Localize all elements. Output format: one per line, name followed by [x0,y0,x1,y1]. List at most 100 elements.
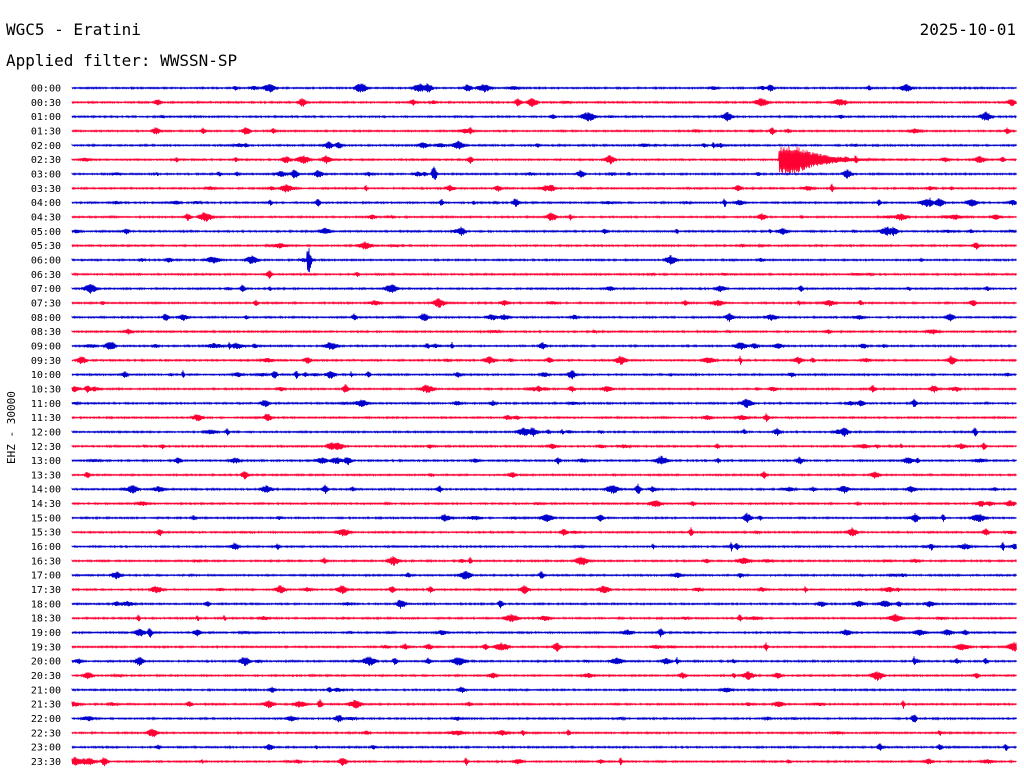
seismic-trace [71,355,1017,365]
time-tick-label: 22:30 [31,728,61,739]
seismic-trace [71,140,1017,150]
seismic-trace [71,370,1017,380]
seismic-trace [71,226,1017,237]
seismic-trace [71,455,1017,466]
seismic-trace [71,328,1017,335]
time-tick-label: 05:00 [31,227,61,238]
seismic-trace [71,512,1017,523]
seismic-trace [71,714,1017,723]
time-tick-label: 11:30 [31,413,61,424]
seismic-trace [71,613,1017,623]
seismic-trace [71,248,1017,273]
time-tick-label: 09:00 [31,341,61,352]
time-tick-label: 13:30 [31,470,61,481]
seismic-trace [71,599,1017,609]
time-tick-label: 02:00 [31,141,61,152]
time-tick-label: 09:30 [31,356,61,367]
time-tick-label: 08:30 [31,327,61,338]
time-tick-label: 19:30 [31,642,61,653]
seismic-trace [71,427,1017,437]
seismic-trace [71,270,1017,279]
time-tick-label: 00:00 [31,84,61,95]
seismic-trace [71,471,1017,480]
seismic-trace [71,699,1017,709]
time-tick-label: 03:00 [31,169,61,180]
station-title: WGC5 - Eratini [6,20,141,39]
time-tick-label: 16:00 [31,542,61,553]
time-tick-label: 15:00 [31,513,61,524]
time-tick-label: 23:30 [31,757,61,768]
time-tick-label: 11:00 [31,399,61,410]
seismic-trace [71,284,1017,294]
seismic-trace [71,641,1017,652]
time-tick-label: 15:30 [31,528,61,539]
time-tick-label: 21:00 [31,685,61,696]
seismic-trace [71,97,1017,107]
time-tick-label: 14:00 [31,485,61,496]
time-tick-label: 08:00 [31,313,61,324]
seismic-trace [71,728,1017,737]
seismic-trace [71,384,1017,394]
time-tick-label: 05:30 [31,241,61,252]
seismic-trace [71,111,1017,122]
time-tick-label: 14:30 [31,499,61,510]
seismic-trace [71,442,1017,451]
time-tick-label: 18:30 [31,614,61,625]
time-tick-label: 12:30 [31,442,61,453]
seismic-trace [71,166,1017,180]
seismic-trace [71,671,1017,681]
time-tick-label: 04:00 [31,198,61,209]
time-tick-label: 19:00 [31,628,61,639]
time-tick-label: 17:00 [31,571,61,582]
seismic-trace [71,197,1017,208]
time-tick-label: 21:30 [31,700,61,711]
seismic-trace [71,483,1017,495]
seismic-trace [71,398,1017,408]
time-tick-label: 06:00 [31,255,61,266]
filter-label: Applied filter: WWSSN-SP [6,51,238,70]
seismic-trace [71,83,1017,93]
seismic-trace [71,743,1017,752]
seismic-trace [71,686,1017,694]
seismic-trace [71,499,1017,507]
seismic-trace [71,756,1017,767]
seismic-trace [71,628,1017,638]
seismic-trace [71,541,1017,552]
time-tick-label: 12:00 [31,427,61,438]
seismic-trace [71,183,1017,193]
time-tick-label: 10:00 [31,370,61,381]
seismic-trace [71,555,1017,566]
seismic-trace [71,413,1017,423]
time-tick-label: 20:30 [31,671,61,682]
seismic-trace [71,212,1017,222]
time-tick-label: 17:30 [31,585,61,596]
time-tick-label: 04:30 [31,212,61,223]
time-tick-label: 16:30 [31,556,61,567]
time-tick-label: 06:30 [31,270,61,281]
time-tick-label: 10:30 [31,384,61,395]
seismic-trace [71,146,1017,174]
time-tick-label: 03:30 [31,184,61,195]
time-tick-label: 01:30 [31,126,61,137]
seismic-trace [71,241,1017,250]
seismic-trace [71,313,1017,323]
time-tick-label: 20:00 [31,657,61,668]
time-tick-label: 18:00 [31,599,61,610]
seismic-trace [71,570,1017,580]
seismic-trace [71,298,1017,308]
time-tick-label: 23:00 [31,743,61,754]
time-tick-label: 22:00 [31,714,61,725]
time-tick-label: 01:00 [31,112,61,123]
seismic-trace [71,656,1017,667]
time-tick-label: 07:30 [31,298,61,309]
time-tick-label: 02:30 [31,155,61,166]
time-tick-label: 13:00 [31,456,61,467]
seismic-trace [71,527,1017,537]
date-label: 2025-10-01 [919,20,1016,39]
seismic-trace [71,127,1017,136]
time-tick-label: 07:00 [31,284,61,295]
time-tick-label: 00:30 [31,98,61,109]
seismic-trace [71,585,1017,595]
seismic-trace [71,341,1017,350]
